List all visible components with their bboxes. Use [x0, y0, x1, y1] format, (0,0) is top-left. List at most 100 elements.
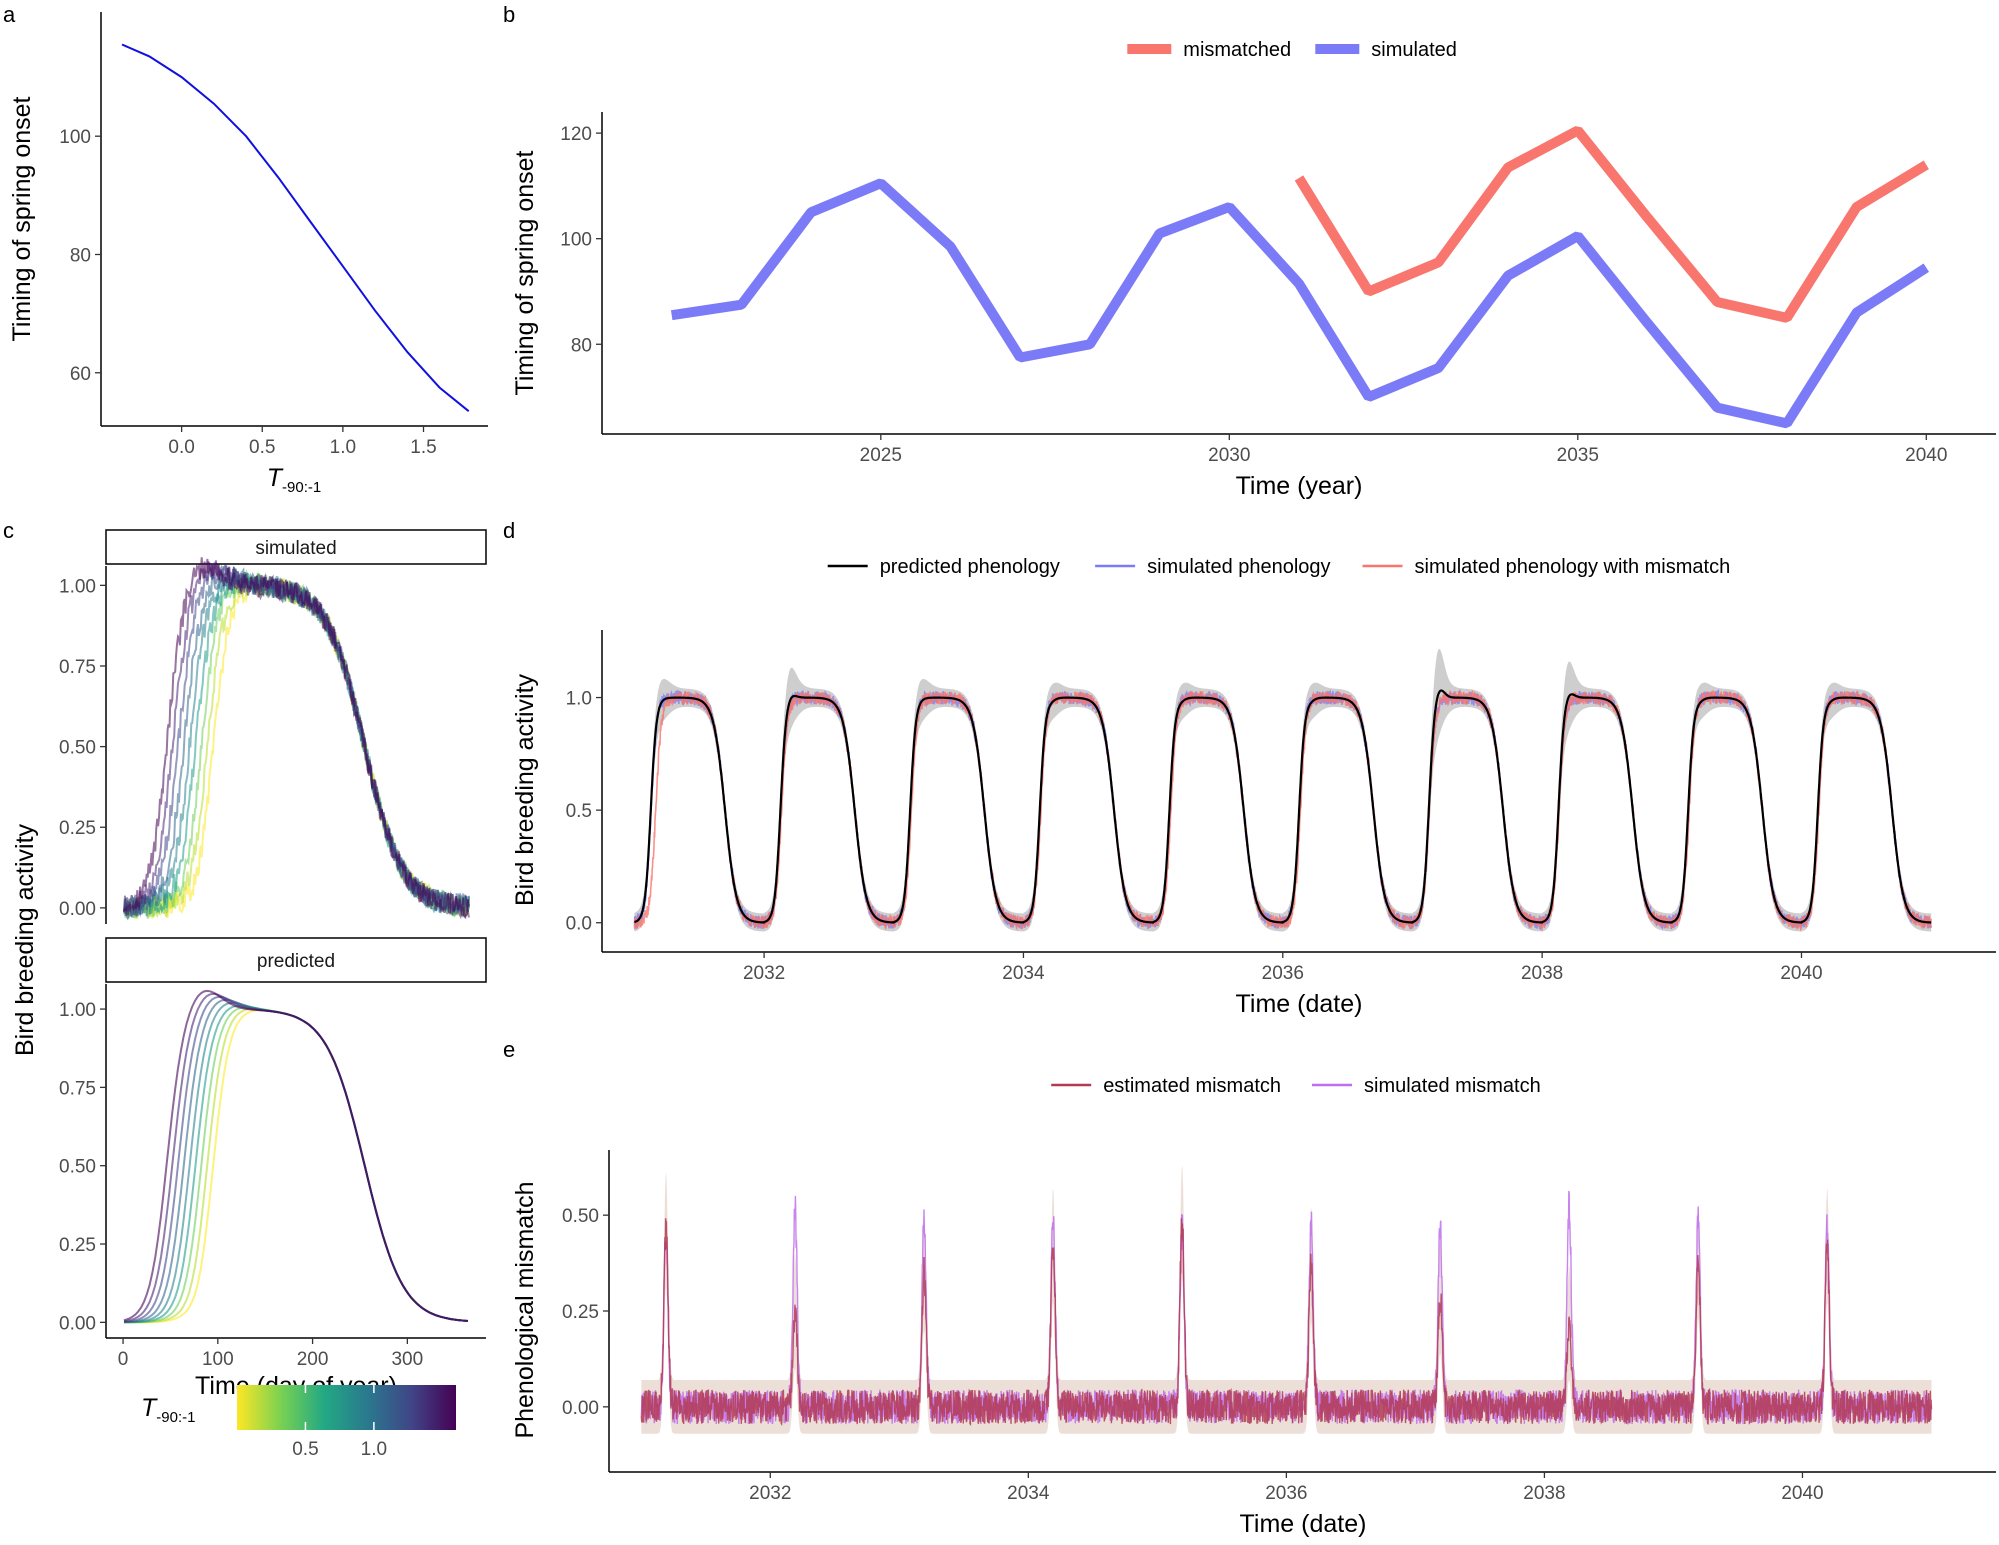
panel-letter-a: a: [3, 2, 16, 27]
panel-c-chart: simulated0.000.250.500.751.00predicted0.…: [11, 529, 487, 1460]
panel-d-x-axis-title: Time (date): [1236, 990, 1363, 1018]
panel-e-legend-label: simulated mismatch: [1364, 1075, 1541, 1097]
panel-d-y-tick-label: 1.0: [566, 689, 592, 710]
panel-e-x-tick-label: 2034: [1007, 1483, 1050, 1504]
panel-d-legend-label: simulated phenology with mismatch: [1415, 556, 1731, 578]
panel-b-x-tick-label: 2025: [860, 445, 902, 466]
panel-e-x-tick-label: 2032: [749, 1483, 791, 1504]
panel-a-x-tick-label: 1.0: [330, 437, 356, 458]
panel-c-series-line-1: [123, 560, 470, 920]
panel-d-chart: 2032 2034 2036 2038 2040 0.0 0.5 1.0 predicted p…: [511, 556, 1996, 1018]
panel-c-x-tick-label: 300: [391, 1349, 423, 1370]
panel-d-y-tick-label: 0.5: [566, 801, 592, 822]
panel-e-y-tick-label: 0.00: [562, 1398, 599, 1419]
panel-e-y-tick-label: 0.25: [562, 1302, 599, 1323]
panel-d-legend-label: predicted phenology: [880, 556, 1060, 578]
panel-a-series-line: [121, 43, 470, 412]
panel-c-colorbar: [237, 1385, 456, 1430]
panel-b-y-tick-label: 80: [571, 335, 592, 356]
panel-c-series-line-5: [123, 572, 470, 919]
panel-d-series-predicted: [634, 689, 1932, 924]
panel-b-y-tick-label: 100: [560, 230, 592, 251]
panel-c-colorbar-tick-label: 0.5: [292, 1439, 318, 1460]
panel-d-x-tick-label: 2032: [743, 963, 785, 984]
panel-b-x-tick-label: 2035: [1557, 445, 1599, 466]
panel-c-y-tick-label: 1.00: [59, 576, 96, 597]
panel-c-y-tick-label: 1.00: [59, 1000, 96, 1021]
panel-c-series-line-0: [123, 557, 470, 918]
panel-d-y-axis-title: Bird breeding activity: [511, 673, 539, 906]
panel-d-x-tick-label: 2040: [1780, 963, 1822, 984]
panel-d-legend-label: simulated phenology: [1147, 556, 1330, 578]
panel-b-x-axis-title: Time (year): [1236, 472, 1363, 500]
panel-c-series-line-4: [123, 1001, 469, 1324]
panel-c-x-tick-label: 200: [297, 1349, 329, 1370]
panel-b-legend-label: mismatched: [1183, 39, 1291, 61]
panel-e-x-tick-label: 2038: [1523, 1483, 1565, 1504]
panel-b-y-axis-title: Timing of spring onset: [511, 150, 539, 395]
panel-a-y-tick-label: 60: [70, 364, 91, 385]
panel-d-confidence-ribbon: [634, 648, 1932, 932]
panel-a-y-tick-label: 80: [70, 245, 91, 266]
panel-b-legend-label: simulated: [1371, 39, 1457, 61]
panel-b-series-simulated: [670, 178, 1930, 429]
panel-c-facet-strip: [105, 937, 487, 983]
panel-e-x-axis-title: Time (date): [1240, 1510, 1367, 1538]
panel-d-series-simulated: [633, 688, 1932, 931]
panel-c-y-tick-label: 0.00: [59, 899, 96, 920]
panel-e-x-tick-label: 2040: [1781, 1483, 1823, 1504]
panel-a-y-axis-title: Timing of spring onset: [8, 96, 36, 341]
panel-d-x-tick-label: 2036: [1262, 963, 1304, 984]
panel-letter-c: c: [3, 518, 14, 543]
panel-b-x-tick-label: 2030: [1208, 445, 1250, 466]
panel-c-series-line-0: [123, 989, 469, 1322]
panel-e-legend-label: estimated mismatch: [1103, 1075, 1281, 1097]
panel-c-series-line-6: [123, 569, 470, 919]
panel-d-series-mismatch: [633, 689, 1932, 932]
panel-d-x-tick-label: 2034: [1002, 963, 1045, 984]
panel-letter-b: b: [503, 2, 515, 27]
panel-e-x-tick-label: 2036: [1265, 1483, 1307, 1504]
panel-a-x-tick-label: 1.5: [410, 437, 436, 458]
panel-a-x-tick-label: 0.0: [168, 437, 194, 458]
panel-b-y-tick-label: 120: [560, 124, 592, 145]
panel-a-x-tick-label: 0.5: [249, 437, 275, 458]
panel-c-facet-label: predicted: [257, 951, 335, 972]
panel-c-y-axis-title: Bird breeding activity: [11, 823, 39, 1056]
panel-e-chart: 2032 2034 2036 2038 2040 0.00 0.25 0.50 estimate…: [511, 1075, 1996, 1538]
panel-c-y-tick-label: 0.00: [59, 1313, 96, 1334]
panel-a-x-axis-subscript: -90:-1: [282, 479, 321, 496]
panel-e-series-estimated-mismatch: [640, 1218, 1933, 1427]
panel-a-chart: 0.0 0.5 1.0 1.5 60 80 100 T-90:-1 Timing of spri…: [8, 12, 488, 496]
panel-c-y-tick-label: 0.25: [59, 1235, 96, 1256]
panel-a-y-tick-label: 100: [59, 127, 91, 148]
panel-c-facet-label: simulated: [255, 538, 336, 559]
panel-d-y-tick-label: 0.0: [566, 914, 592, 935]
panel-b-chart: 2025 2030 2035 2040 80 100 120 mismatched simula…: [511, 39, 1996, 500]
panel-letter-e: e: [503, 1037, 515, 1062]
panel-a-x-axis-title: T-90:-1: [267, 464, 321, 496]
panel-c-y-tick-label: 0.25: [59, 818, 96, 839]
panel-c-series-line-8: [123, 575, 470, 920]
panel-c-x-tick-label: 100: [202, 1349, 234, 1370]
panel-e-y-tick-label: 0.50: [562, 1206, 599, 1227]
panel-b-x-tick-label: 2040: [1905, 445, 1947, 466]
panel-c-series-line-4: [123, 567, 470, 918]
panel-b-series-mismatched: [1294, 126, 1929, 323]
panel-c-facet-strip: [105, 529, 487, 565]
panel-c-series-line-2: [123, 562, 470, 917]
panel-d-x-tick-label: 2038: [1521, 963, 1563, 984]
panel-c-y-tick-label: 0.50: [59, 1157, 96, 1178]
panel-c-x-tick-label: 0: [118, 1349, 129, 1370]
panel-c-series-line-3: [123, 565, 470, 921]
panel-e-y-axis-title: Phenological mismatch: [511, 1181, 539, 1438]
panel-c-y-tick-label: 0.75: [59, 657, 96, 678]
panel-c-colorbar-subscript: -90:-1: [156, 1409, 195, 1426]
panel-c-y-tick-label: 0.50: [59, 738, 96, 759]
panel-c-series-line-7: [123, 573, 470, 919]
panel-c-y-tick-label: 0.75: [59, 1078, 96, 1099]
panel-letter-d: d: [503, 518, 515, 543]
panel-c-colorbar-title: T-90:-1: [141, 1394, 195, 1426]
panel-c-colorbar-tick-label: 1.0: [361, 1439, 387, 1460]
